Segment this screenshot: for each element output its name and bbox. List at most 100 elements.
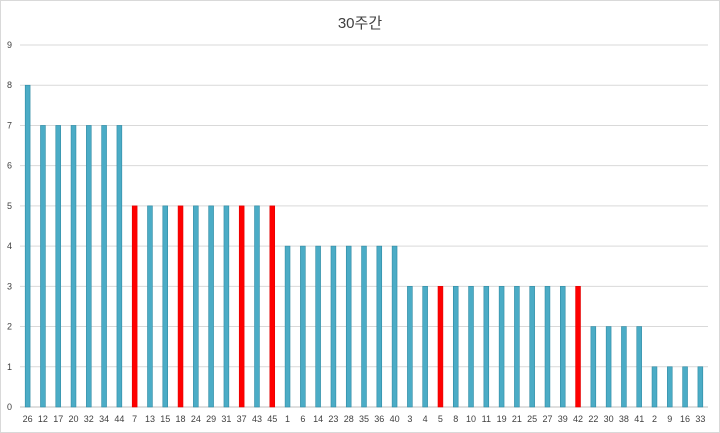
x-tick-label: 1 <box>285 414 290 424</box>
bar-29 <box>208 205 214 408</box>
x-tick-label: 23 <box>328 414 338 424</box>
x-tick-label: 5 <box>438 414 443 424</box>
bar-37 <box>238 205 245 408</box>
x-tick-label: 9 <box>667 414 672 424</box>
bar-43 <box>254 205 260 408</box>
y-tick-label: 8 <box>7 80 12 90</box>
x-tick-label: 42 <box>573 414 583 424</box>
bar-36 <box>376 245 383 408</box>
bar-39 <box>560 286 566 408</box>
bar-41 <box>636 326 642 408</box>
x-tick-label: 38 <box>619 414 629 424</box>
x-tick-label: 32 <box>84 414 94 424</box>
bar-24 <box>193 205 199 408</box>
bar-35 <box>361 245 367 408</box>
bar-23 <box>330 245 337 408</box>
bar-18 <box>177 205 184 408</box>
y-tick-label: 3 <box>7 281 12 291</box>
bar-40 <box>391 245 398 408</box>
x-tick-label: 28 <box>344 414 354 424</box>
x-tick-label: 34 <box>99 414 109 424</box>
bar-45 <box>269 205 276 408</box>
x-tick-label: 12 <box>38 414 48 424</box>
bar-33 <box>697 366 704 408</box>
x-tick-label: 7 <box>132 414 137 424</box>
bar-32 <box>86 125 92 408</box>
bar-22 <box>590 326 597 408</box>
bar-3 <box>407 286 413 408</box>
x-tick-label: 43 <box>252 414 262 424</box>
x-tick-label: 26 <box>23 414 33 424</box>
x-tick-label: 39 <box>558 414 568 424</box>
bar-4 <box>422 286 428 408</box>
x-tick-label: 41 <box>634 414 644 424</box>
bar-11 <box>483 286 490 408</box>
x-tick-label: 14 <box>313 414 323 424</box>
x-tick-label: 20 <box>69 414 79 424</box>
chart-title: 30주간 <box>337 15 383 32</box>
x-tick-label: 13 <box>145 414 155 424</box>
y-tick-label: 2 <box>7 322 12 332</box>
x-tick-label: 2 <box>652 414 657 424</box>
x-tick-label: 8 <box>453 414 458 424</box>
x-tick-label: 40 <box>390 414 400 424</box>
x-tick-label: 29 <box>206 414 216 424</box>
y-tick-label: 7 <box>7 120 12 130</box>
bar-27 <box>544 286 551 408</box>
bar-1 <box>284 245 291 408</box>
x-tick-label: 45 <box>267 414 277 424</box>
bar-14 <box>315 245 321 408</box>
x-tick-label: 35 <box>359 414 369 424</box>
bar-16 <box>682 366 688 408</box>
bar-31 <box>223 205 230 408</box>
x-tick-label: 21 <box>512 414 522 424</box>
x-tick-label: 3 <box>407 414 412 424</box>
bar-15 <box>162 205 168 408</box>
y-tick-label: 4 <box>7 241 12 251</box>
bar-26 <box>24 84 31 408</box>
x-tick-label: 31 <box>221 414 231 424</box>
bar-28 <box>345 245 352 408</box>
bar-20 <box>70 125 77 408</box>
bar-9 <box>667 366 673 408</box>
x-tick-label: 19 <box>497 414 507 424</box>
x-tick-label: 6 <box>300 414 305 424</box>
bar-5 <box>437 286 444 408</box>
x-tick-label: 30 <box>604 414 614 424</box>
bar-42 <box>575 286 581 408</box>
bar-25 <box>529 286 535 408</box>
y-tick-label: 9 <box>7 40 12 50</box>
bar-7 <box>131 205 138 408</box>
x-tick-label: 44 <box>114 414 124 424</box>
bar-44 <box>116 125 123 408</box>
bar-10 <box>468 286 474 408</box>
x-tick-label: 22 <box>588 414 598 424</box>
y-tick-label: 5 <box>7 201 12 211</box>
bar-6 <box>300 245 306 408</box>
bar-13 <box>147 205 153 408</box>
x-tick-label: 4 <box>423 414 428 424</box>
bar-12 <box>40 125 46 408</box>
x-tick-label: 10 <box>466 414 476 424</box>
x-tick-label: 11 <box>482 414 491 424</box>
bar-34 <box>101 125 107 408</box>
x-tick-label: 17 <box>53 414 63 424</box>
x-tick-label: 18 <box>176 414 186 424</box>
bar-19 <box>498 286 505 408</box>
x-tick-label: 25 <box>527 414 537 424</box>
bar-38 <box>621 326 627 408</box>
x-tick-label: 37 <box>237 414 247 424</box>
y-tick-label: 1 <box>7 362 12 372</box>
x-tick-label: 36 <box>374 414 384 424</box>
bar-8 <box>452 286 459 408</box>
y-tick-label: 6 <box>7 161 12 171</box>
bar-21 <box>514 286 520 408</box>
x-tick-label: 33 <box>695 414 705 424</box>
x-tick-label: 16 <box>680 414 690 424</box>
bar-30 <box>605 326 612 408</box>
y-tick-label: 0 <box>7 402 12 412</box>
x-tick-label: 27 <box>542 414 552 424</box>
bar-2 <box>651 366 658 408</box>
x-tick-label: 15 <box>160 414 170 424</box>
